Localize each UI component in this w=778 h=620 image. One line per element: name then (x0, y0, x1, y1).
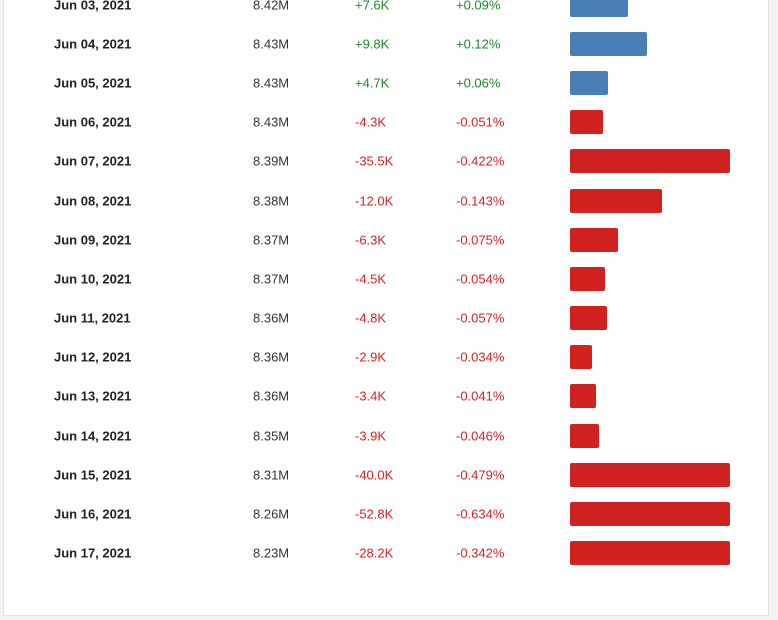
change-cell: +9.8K (355, 36, 390, 52)
total-cell: 8.42M (253, 0, 290, 13)
change-cell: -28.2K (355, 545, 394, 561)
date-cell: Jun 08, 2021 (54, 193, 132, 209)
percent-change-cell: -0.479% (456, 467, 505, 483)
total-cell: 8.43M (253, 36, 290, 52)
negative-change-bar (570, 110, 603, 135)
negative-change-bar (570, 345, 592, 370)
table-row: Jun 07, 2021 8.39M -35.5K -0.422% (4, 142, 768, 181)
total-cell: 8.43M (253, 75, 290, 91)
change-cell: -4.5K (355, 271, 387, 287)
percent-change-cell: -0.054% (456, 271, 505, 287)
total-cell: 8.23M (253, 545, 290, 561)
percent-change-cell: +0.09% (456, 0, 501, 13)
date-cell: Jun 10, 2021 (54, 271, 132, 287)
table-row: Jun 08, 2021 8.38M -12.0K -0.143% (4, 181, 768, 220)
negative-change-bar (570, 188, 662, 213)
date-cell: Jun 06, 2021 (54, 114, 132, 130)
date-cell: Jun 03, 2021 (54, 0, 132, 13)
negative-change-bar (570, 423, 600, 448)
table-row: Jun 12, 2021 8.36M -2.9K -0.034% (4, 338, 768, 377)
table-row: Jun 13, 2021 8.36M -3.4K -0.041% (4, 377, 768, 416)
negative-change-bar (570, 462, 730, 487)
date-cell: Jun 12, 2021 (54, 349, 132, 365)
negative-change-bar (570, 149, 730, 174)
percent-change-cell: -0.342% (456, 545, 505, 561)
change-cell: -3.4K (355, 388, 387, 404)
date-cell: Jun 11, 2021 (54, 310, 131, 326)
change-cell: -2.9K (355, 349, 387, 365)
table-row: Jun 06, 2021 8.43M -4.3K -0.051% (4, 103, 768, 142)
total-cell: 8.37M (253, 271, 290, 287)
negative-change-bar (570, 502, 730, 527)
positive-change-bar (570, 0, 628, 17)
total-cell: 8.35M (253, 428, 290, 444)
date-cell: Jun 09, 2021 (54, 232, 132, 248)
total-cell: 8.43M (253, 114, 290, 130)
table-row: Jun 15, 2021 8.31M -40.0K -0.479% (4, 455, 768, 494)
change-cell: -52.8K (355, 506, 394, 522)
negative-change-bar (570, 266, 605, 291)
total-cell: 8.37M (253, 232, 290, 248)
change-cell: -4.8K (355, 310, 387, 326)
date-cell: Jun 07, 2021 (54, 153, 132, 169)
negative-change-bar (570, 541, 730, 566)
percent-change-cell: +0.06% (456, 75, 501, 91)
negative-change-bar (570, 227, 618, 252)
date-cell: Jun 14, 2021 (54, 428, 132, 444)
table-row: Jun 14, 2021 8.35M -3.9K -0.046% (4, 416, 768, 455)
change-cell: -3.9K (355, 428, 387, 444)
table-row: Jun 05, 2021 8.43M +4.7K +0.06% (4, 63, 768, 102)
daily-change-table: Jun 03, 2021 8.42M +7.6K +0.09% Jun 04, 2021… (4, 0, 768, 573)
total-cell: 8.26M (253, 506, 290, 522)
change-cell: +7.6K (355, 0, 390, 13)
table-row: Jun 03, 2021 8.42M +7.6K +0.09% (4, 0, 768, 24)
total-cell: 8.36M (253, 349, 290, 365)
negative-change-bar (570, 306, 607, 331)
table-row: Jun 17, 2021 8.23M -28.2K -0.342% (4, 534, 768, 573)
total-cell: 8.39M (253, 153, 290, 169)
total-cell: 8.31M (253, 467, 290, 483)
change-cell: -40.0K (355, 467, 394, 483)
date-cell: Jun 05, 2021 (54, 75, 132, 91)
percent-change-cell: -0.057% (456, 310, 505, 326)
table-row: Jun 11, 2021 8.36M -4.8K -0.057% (4, 299, 768, 338)
table-row: Jun 10, 2021 8.37M -4.5K -0.054% (4, 259, 768, 298)
table-row: Jun 04, 2021 8.43M +9.8K +0.12% (4, 24, 768, 63)
percent-change-cell: -0.046% (456, 428, 505, 444)
negative-change-bar (570, 384, 597, 409)
percent-change-cell: -0.634% (456, 506, 505, 522)
change-cell: -12.0K (355, 193, 394, 209)
positive-change-bar (570, 31, 647, 56)
percent-change-cell: -0.041% (456, 388, 505, 404)
change-cell: -6.3K (355, 232, 387, 248)
date-cell: Jun 16, 2021 (54, 506, 132, 522)
change-cell: +4.7K (355, 75, 390, 91)
percent-change-cell: -0.051% (456, 114, 505, 130)
percent-change-cell: -0.422% (456, 153, 505, 169)
table-row: Jun 09, 2021 8.37M -6.3K -0.075% (4, 220, 768, 259)
vertical-scrollbar[interactable] (758, 0, 766, 615)
total-cell: 8.36M (253, 310, 290, 326)
percent-change-cell: -0.075% (456, 232, 505, 248)
date-cell: Jun 13, 2021 (54, 388, 132, 404)
total-cell: 8.38M (253, 193, 290, 209)
date-cell: Jun 04, 2021 (54, 36, 132, 52)
percent-change-cell: +0.12% (456, 36, 501, 52)
daily-change-panel: Jun 03, 2021 8.42M +7.6K +0.09% Jun 04, 2021… (3, 0, 769, 616)
date-cell: Jun 17, 2021 (54, 545, 132, 561)
total-cell: 8.36M (253, 388, 290, 404)
date-cell: Jun 15, 2021 (54, 467, 132, 483)
positive-change-bar (570, 70, 609, 95)
change-cell: -4.3K (355, 114, 387, 130)
percent-change-cell: -0.143% (456, 193, 505, 209)
change-cell: -35.5K (355, 153, 394, 169)
percent-change-cell: -0.034% (456, 349, 505, 365)
table-row: Jun 16, 2021 8.26M -52.8K -0.634% (4, 494, 768, 533)
